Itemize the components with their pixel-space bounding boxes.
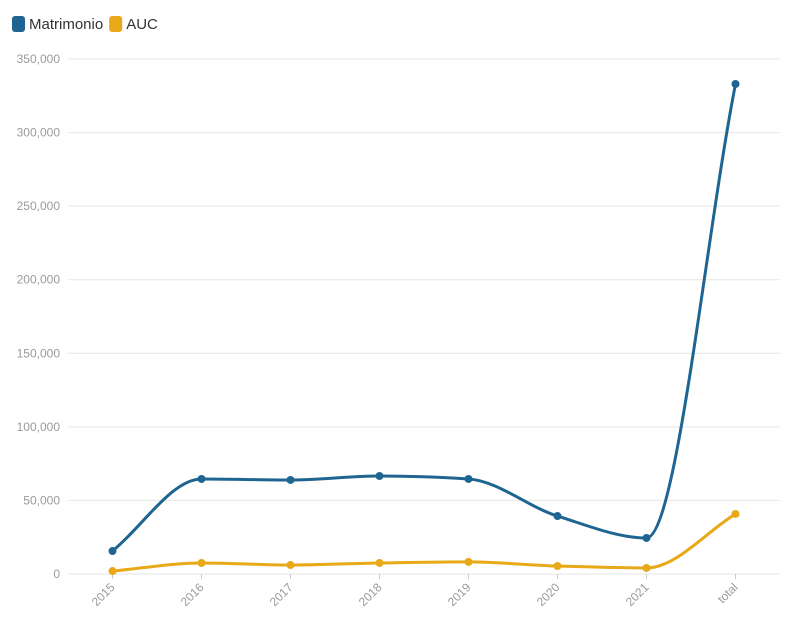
point[interactable] bbox=[108, 547, 117, 556]
point[interactable] bbox=[553, 562, 562, 571]
y-tick-label: 150,000 bbox=[17, 346, 61, 360]
point[interactable] bbox=[375, 472, 384, 481]
point[interactable] bbox=[286, 561, 295, 570]
y-tick-label: 100,000 bbox=[17, 420, 61, 434]
point[interactable] bbox=[375, 558, 384, 567]
x-tick-label: 2017 bbox=[267, 580, 296, 609]
point[interactable] bbox=[108, 567, 117, 576]
point[interactable] bbox=[642, 563, 651, 572]
point[interactable] bbox=[731, 509, 740, 518]
legend-swatch[interactable] bbox=[12, 16, 25, 32]
legend-swatch[interactable] bbox=[109, 16, 123, 32]
y-tick-label: 250,000 bbox=[17, 199, 61, 213]
point[interactable] bbox=[731, 80, 740, 89]
x-tick-label: 2015 bbox=[89, 580, 118, 609]
line bbox=[112, 512, 737, 573]
y-tick-label: 200,000 bbox=[17, 273, 61, 287]
y-tick-label: 350,000 bbox=[17, 52, 61, 66]
legend-label[interactable]: AUC bbox=[126, 16, 158, 33]
x-tick-label: 2016 bbox=[178, 580, 207, 609]
line bbox=[111, 83, 737, 553]
x-tick-label: 2018 bbox=[356, 580, 385, 609]
point[interactable] bbox=[286, 475, 295, 484]
x-tick-label: 2020 bbox=[534, 580, 563, 609]
point[interactable] bbox=[197, 474, 206, 483]
x-tick-label: 2021 bbox=[623, 580, 652, 609]
y-tick-label: 0 bbox=[53, 567, 60, 581]
point[interactable] bbox=[642, 533, 651, 542]
point[interactable] bbox=[553, 512, 562, 521]
x-tick-label: total bbox=[715, 580, 741, 606]
legend-label[interactable]: Matrimonio bbox=[29, 16, 103, 33]
y-tick-label: 50,000 bbox=[23, 493, 60, 507]
y-tick-label: 300,000 bbox=[17, 126, 61, 140]
point[interactable] bbox=[464, 557, 473, 566]
point[interactable] bbox=[464, 474, 473, 483]
point[interactable] bbox=[197, 558, 206, 567]
x-tick-label: 2019 bbox=[445, 580, 474, 609]
